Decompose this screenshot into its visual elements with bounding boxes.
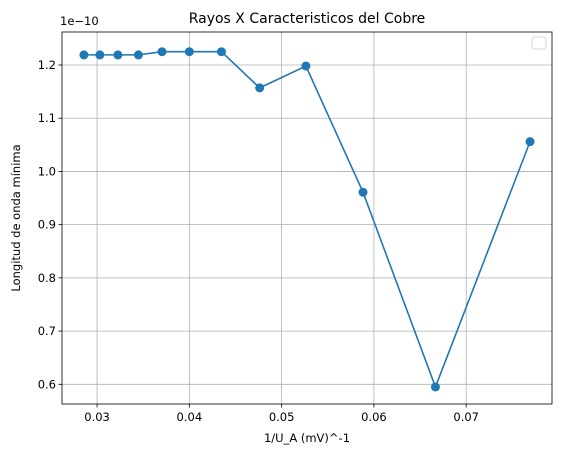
legend-box (532, 37, 546, 49)
x-tick-label: 0.05 (269, 410, 295, 424)
series-line (84, 52, 530, 387)
y-tick-label: 1.1 (38, 111, 56, 125)
data-point (134, 50, 143, 59)
chart-title: Rayos X Caracteristicos del Cobre (189, 11, 426, 27)
x-tick-label: 0.03 (84, 410, 110, 424)
x-tick-label: 0.04 (177, 410, 203, 424)
axes-frame (62, 32, 552, 404)
data-point (79, 50, 88, 59)
data-point (158, 47, 167, 56)
data-point (185, 47, 194, 56)
y-tick-label: 1.0 (38, 164, 56, 178)
x-tick-label: 0.06 (361, 410, 387, 424)
data-point (301, 62, 310, 71)
y-tick-label: 1.2 (38, 58, 56, 72)
y-tick-label: 0.7 (38, 324, 56, 338)
x-axis-label: 1/U_A (mV)^-1 (264, 431, 350, 445)
y-axis-label: Longitud de onda mínima (9, 144, 23, 291)
y-tick-label: 0.8 (38, 271, 56, 285)
data-point (217, 47, 226, 56)
ticks: 0.03 0.04 0.05 0.06 0.07 0.6 0.7 0.8 0.9 1.0 1.1 1.… (38, 58, 479, 424)
grid (62, 32, 552, 404)
y-tick-label: 0.9 (38, 218, 56, 232)
data-point (95, 50, 104, 59)
series-line-layer (84, 52, 530, 387)
x-tick-label: 0.07 (453, 410, 479, 424)
data-point (255, 83, 264, 92)
data-point (359, 188, 368, 197)
data-point (431, 382, 440, 391)
data-point (526, 137, 535, 146)
y-axis-offset-label: 1e−10 (60, 14, 99, 28)
y-tick-label: 0.6 (38, 377, 56, 391)
data-point (113, 50, 122, 59)
